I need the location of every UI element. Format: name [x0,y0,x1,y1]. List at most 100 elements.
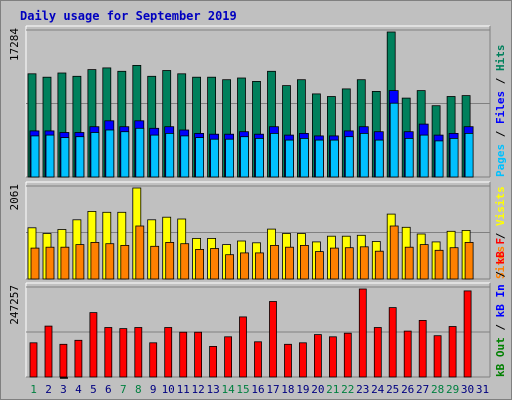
bar-sites-6 [105,243,115,280]
bar-kb-f-11 [179,331,188,378]
x-tick-day-4: 4 [75,383,82,396]
bar-sites-1 [30,247,40,280]
legend-kb-in: kB In [494,284,507,317]
bar-kb-f-19 [298,342,307,378]
bar-sites-2 [45,246,55,280]
legend-separator: / [494,264,507,284]
bar-kb-f-22 [343,332,352,378]
bar-kb-f-14 [224,336,233,378]
bar-sites-14 [225,254,235,280]
bar-kb-f-28 [433,335,442,378]
bar-kb-f-12 [194,331,203,378]
x-tick-day-22: 22 [341,383,354,396]
bar-pages-27 [419,134,429,178]
legend-hits: Hits [494,45,507,72]
bar-pages-3 [60,137,70,178]
chart-title: Daily usage for September 2019 [20,9,237,23]
bar-pages-20 [314,139,324,178]
bar-kb-f-18 [284,343,292,378]
bar-sites-23 [359,246,369,280]
legend-pages: Pages [494,144,507,177]
x-tick-day-28: 28 [431,383,444,396]
bar-pages-14 [225,138,235,178]
legend-separator: / [494,124,507,144]
bar-sites-26 [404,246,414,280]
bar-pages-24 [374,139,384,178]
x-tick-day-26: 26 [401,383,414,396]
x-tick-day-5: 5 [90,383,97,396]
x-tick-day-25: 25 [386,383,399,396]
x-tick-day-7: 7 [120,383,127,396]
bar-pages-18 [285,139,294,178]
x-tick-day-12: 12 [191,383,204,396]
bar-kb-f-5 [89,312,98,378]
bar-pages-26 [404,137,414,178]
bar-kb-f-17 [269,301,277,378]
bar-sites-24 [374,250,384,280]
bar-sites-19 [299,244,309,280]
bar-sites-25 [389,225,399,280]
bar-pages-15 [240,136,249,178]
bar-sites-9 [150,245,160,280]
legend-visits: Visits [494,186,507,226]
bar-sites-15 [240,252,249,280]
bar-kb-f-2 [44,325,53,378]
x-tick-day-14: 14 [221,383,235,396]
bar-sites-5 [90,241,100,280]
x-tick-day-9: 9 [150,383,157,396]
legend-kbytes: kB Out / kB In / kB F [494,238,507,377]
bar-pages-30 [464,132,474,178]
bar-pages-12 [195,137,205,178]
x-tick-day-24: 24 [371,383,385,396]
bar-pages-6 [105,129,115,178]
x-tick-day-29: 29 [446,383,459,396]
bar-pages-22 [344,136,354,178]
x-tick-day-16: 16 [251,383,264,396]
x-tick-day-18: 18 [281,383,294,396]
legend-separator: / [494,226,507,246]
bar-pages-28 [434,140,444,178]
bar-pages-13 [210,138,220,178]
legend-hits-files-pages: Pages / Files / Hits [494,45,507,178]
bar-sites-13 [210,248,220,280]
x-tick-day-2: 2 [45,383,52,396]
bar-kb-f-21 [328,336,337,378]
x-tick-day-1: 1 [30,383,37,396]
legend-separator: / [494,317,507,337]
bar-pages-4 [75,136,85,178]
bar-sites-22 [344,247,354,280]
x-tick-day-11: 11 [177,383,190,396]
bar-kb-f-16 [254,341,262,378]
bar-sites-7 [120,244,130,280]
x-tick-day-20: 20 [311,383,324,396]
bar-sites-27 [419,244,429,280]
bar-sites-8 [135,225,145,280]
legend-visits-sites: Sites / Visits [494,186,507,279]
bar-pages-29 [449,137,459,178]
bar-kb-f-25 [388,307,397,378]
bar-pages-2 [45,134,55,178]
x-tick-day-15: 15 [236,383,249,396]
bar-pages-16 [255,137,264,178]
bar-kb-f-23 [358,288,367,378]
bar-kb-f-15 [239,316,247,378]
bar-pages-10 [165,132,175,178]
bar-sites-10 [165,241,175,280]
legend-sites: Sites [494,246,507,279]
bar-pages-11 [180,135,190,178]
bar-kb-f-13 [209,345,218,378]
bar-pages-19 [299,137,309,178]
bar-kb-f-3 [59,343,68,378]
legend-files: Files [494,91,507,124]
bar-kb-f-24 [373,327,382,378]
bar-sites-20 [314,251,324,280]
bar-kb-f-1 [29,342,38,378]
bar-sites-29 [449,247,459,280]
x-tick-day-8: 8 [135,383,142,396]
legend-kb-out: kB Out [494,337,507,377]
x-tick-day-19: 19 [296,383,309,396]
bar-sites-11 [180,243,190,280]
bar-sites-12 [195,248,205,280]
